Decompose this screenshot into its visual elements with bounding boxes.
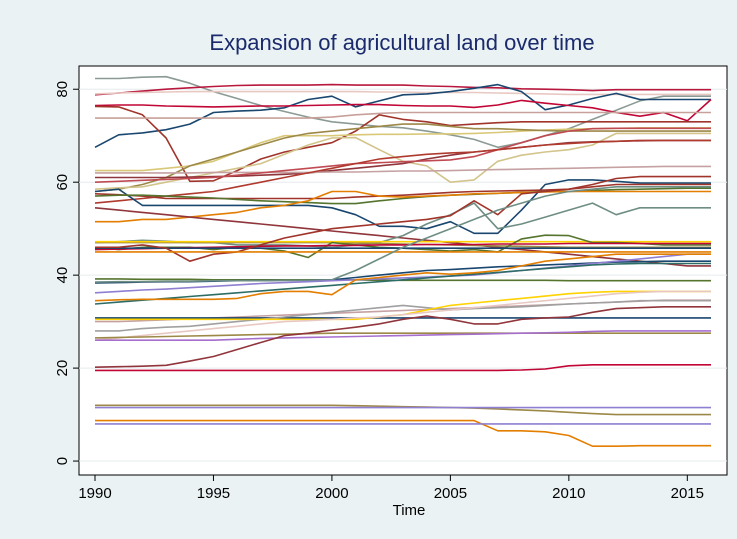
chart-title: Expansion of agricultural land over time [209, 30, 594, 55]
series-line-4 [94, 83, 711, 149]
series-line-17 [94, 187, 711, 205]
series-line-12 [95, 165, 711, 174]
x-axis-title: Time [393, 502, 426, 519]
series-line-2 [94, 83, 711, 96]
y-tick-label: 0 [54, 457, 71, 465]
series-line-39 [94, 332, 711, 339]
y-tick-label: 40 [54, 267, 71, 284]
series-line-19 [94, 207, 711, 267]
series-line-43 [95, 404, 711, 416]
series-line-5 [94, 98, 712, 122]
series-line-18 [95, 190, 711, 223]
series-line-7 [95, 111, 711, 119]
x-tick-label: 2010 [552, 485, 585, 502]
series-line-33 [94, 253, 711, 302]
y-tick-label: 20 [54, 360, 71, 377]
series-line-13 [94, 127, 711, 183]
series-line-38 [94, 290, 711, 341]
series-line-45 [95, 419, 711, 448]
series-line-41 [94, 305, 711, 368]
x-tick-label: 2005 [434, 485, 467, 502]
y-tick-label: 60 [54, 174, 71, 191]
x-tick-label: 2015 [671, 485, 704, 502]
x-tick-label: 1990 [78, 485, 111, 502]
x-tick-label: 1995 [197, 485, 230, 502]
series-line-30 [94, 186, 711, 283]
axes: 0 20 40 60 80 1990 1995 2000 2005 2010 2015 [54, 81, 704, 502]
series-line-42 [95, 363, 711, 372]
series-line-26 [95, 183, 711, 263]
x-tick-label: 2000 [315, 485, 348, 502]
series-line-21 [95, 241, 711, 249]
series-line-32 [94, 262, 711, 305]
series-line-16 [94, 175, 711, 200]
series-line-14 [94, 139, 711, 204]
series-line-40 [95, 330, 711, 342]
y-tick-label: 80 [54, 81, 71, 98]
series-layer [94, 75, 712, 448]
series-line-6 [94, 105, 711, 183]
series-line-31 [94, 253, 711, 294]
series-line-36 [95, 299, 711, 332]
series-line-9 [94, 123, 711, 193]
